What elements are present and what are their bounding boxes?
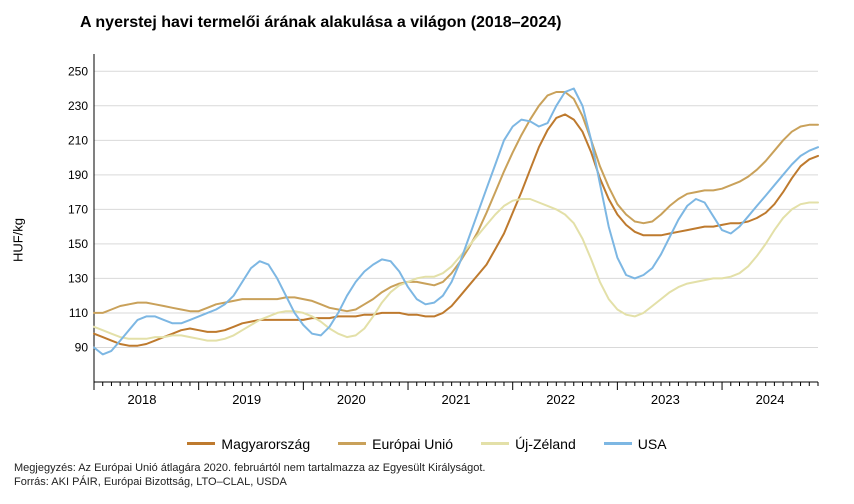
legend-swatch xyxy=(481,442,509,445)
svg-text:110: 110 xyxy=(69,306,88,320)
svg-text:2018: 2018 xyxy=(128,392,157,407)
chart-title: A nyerstej havi termelői árának alakulás… xyxy=(80,14,561,32)
svg-text:130: 130 xyxy=(68,271,88,285)
legend-item: Új-Zéland xyxy=(481,436,576,452)
svg-text:190: 190 xyxy=(68,168,88,182)
svg-text:230: 230 xyxy=(68,99,88,113)
svg-text:210: 210 xyxy=(68,133,88,147)
legend-label: Európai Unió xyxy=(372,436,453,452)
legend-item: Európai Unió xyxy=(338,436,453,452)
legend-item: Magyarország xyxy=(187,436,310,452)
y-axis-label: HUF/kg xyxy=(11,218,26,262)
legend-swatch xyxy=(187,442,215,445)
note2-text: AKI PÁIR, Európai Bizottság, LTO–CLAL, U… xyxy=(49,476,287,488)
svg-text:150: 150 xyxy=(68,237,88,251)
svg-text:2023: 2023 xyxy=(651,392,680,407)
note2-label: Forrás: xyxy=(14,476,49,488)
svg-text:90: 90 xyxy=(75,340,89,354)
svg-text:170: 170 xyxy=(68,202,88,216)
note1-label: Megjegyzés: xyxy=(14,462,76,474)
svg-text:2021: 2021 xyxy=(442,392,471,407)
note1-text: Az Európai Unió átlagára 2020. februártó… xyxy=(76,462,486,474)
svg-text:2020: 2020 xyxy=(337,392,366,407)
svg-text:2019: 2019 xyxy=(232,392,261,407)
footnotes: Megjegyzés: Az Európai Unió átlagára 202… xyxy=(14,462,485,490)
legend-swatch xyxy=(604,442,632,445)
legend-item: USA xyxy=(604,436,667,452)
legend: Magyarország Európai Unió Új-Zéland USA xyxy=(0,432,854,452)
chart-plot: 90 110 130 150 170 190 210 230 250 2018 2019 2020 20… xyxy=(60,50,830,410)
legend-label: Magyarország xyxy=(221,436,310,452)
svg-text:2024: 2024 xyxy=(756,392,785,407)
legend-label: Új-Zéland xyxy=(515,436,576,452)
svg-text:2022: 2022 xyxy=(546,392,575,407)
legend-swatch xyxy=(338,442,366,445)
svg-text:250: 250 xyxy=(68,64,88,78)
legend-label: USA xyxy=(638,436,667,452)
